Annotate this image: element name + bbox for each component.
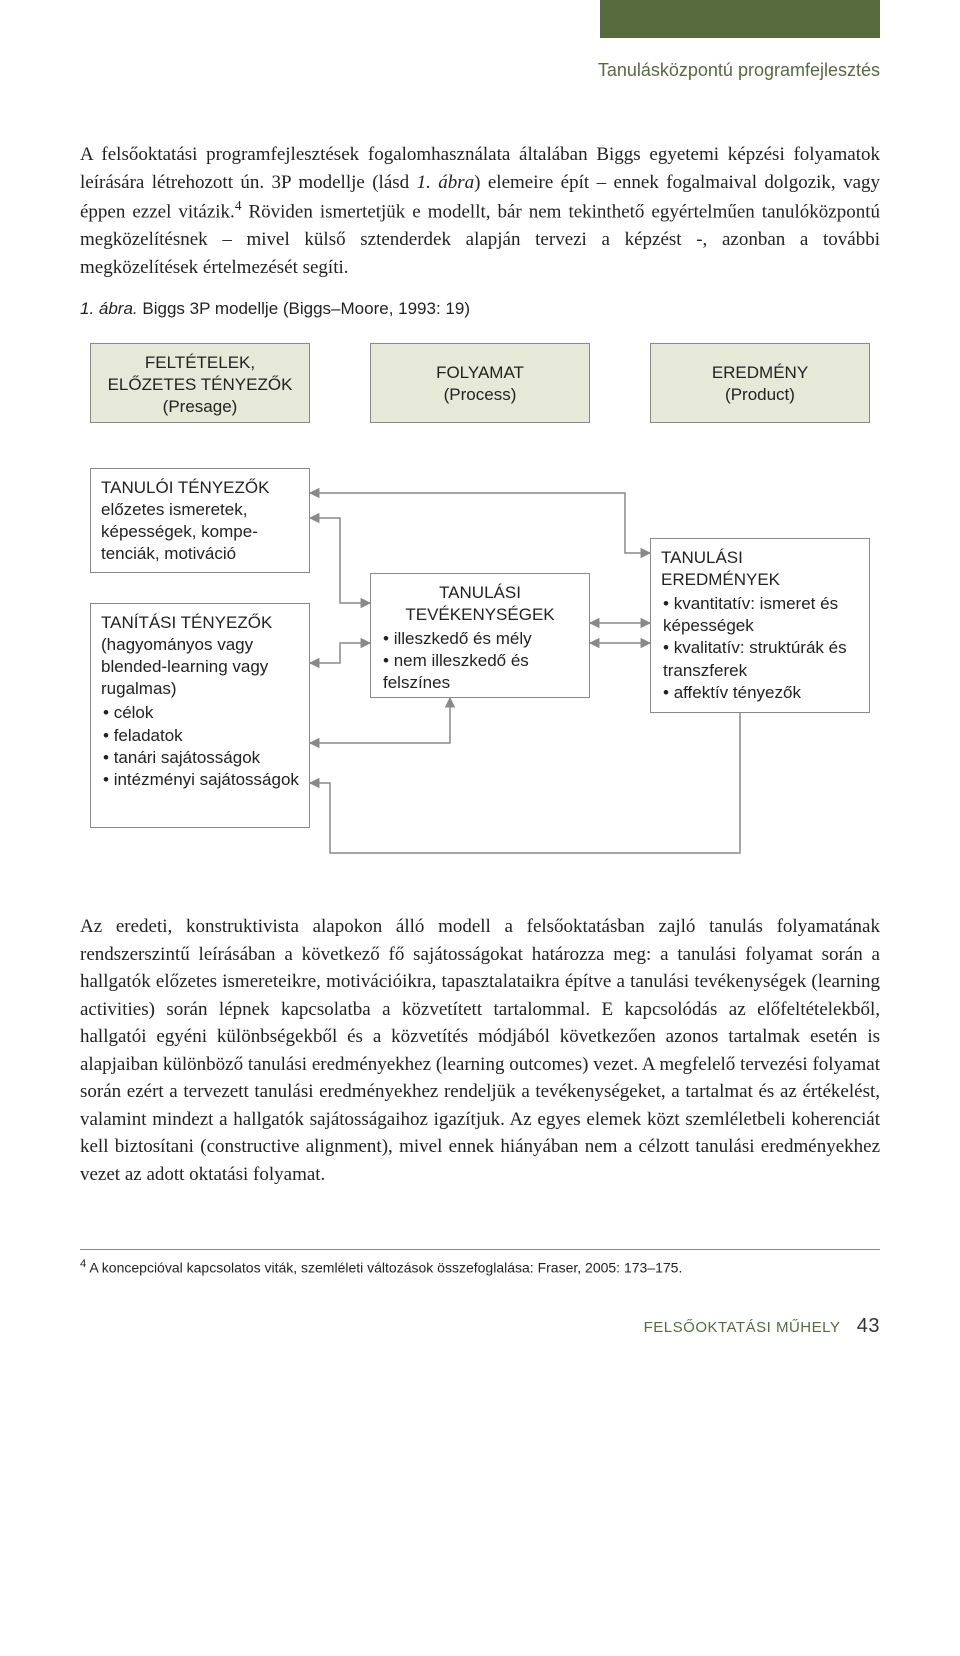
box-proc-bul1: illeszkedő és mély [381,628,579,650]
box-teach-b2: blended-learning vagy [101,657,268,676]
box-student-title: TANULÓI TÉNYEZŐK [101,478,269,497]
figure-number: 1. ábra. [80,299,138,318]
box-teach-bul4: intézményi sajátosságok [101,769,299,791]
header-product-l2: (Product) [725,385,795,404]
box-teach-b3: rugalmas) [101,679,177,698]
box-student-b3: tenciák, motiváció [101,544,236,563]
figure-caption: 1. ábra. Biggs 3P modellje (Biggs–Moore,… [80,299,880,319]
diagram-box-teaching-factors: TANÍTÁSI TÉNYEZŐK (hagyományos vagy blen… [90,603,310,828]
box-proc-bul2: nem illeszkedő és felszínes [381,650,579,694]
page-footer: FELSŐOKTATÁSI MŰHELY 43 [80,1315,880,1338]
footer-pagenum: 43 [857,1315,880,1337]
footnote-text: A koncepcióval kapcsolatos viták, szemlé… [86,1259,682,1275]
header-presage-l2: ELŐZETES TÉNYEZŐK [108,375,293,394]
box-prod-t1: TANULÁSI [661,548,743,567]
header-accent-bar [600,0,880,38]
diagram-box-learning-outcomes: TANULÁSI EREDMÉNYEK kvantitatív: ismeret… [650,538,870,713]
header-product-l1: EREDMÉNY [712,363,808,382]
header-process-l1: FOLYAMAT [436,363,524,382]
box-proc-t2: TEVÉKENYSÉGEK [405,605,554,624]
footnote-rule [80,1249,880,1250]
diagram-header-process: FOLYAMAT (Process) [370,343,590,423]
discussion-paragraph: Az eredeti, konstruktivista alapokon áll… [80,913,880,1188]
box-prod-bul1: kvantitatív: ismeret és képességek [661,593,859,637]
box-teach-bul3: tanári sajátosságok [101,747,299,769]
box-student-b2: képességek, kompe- [101,522,258,541]
diagram-header-product: EREDMÉNY (Product) [650,343,870,423]
box-teach-title: TANÍTÁSI TÉNYEZŐK [101,613,272,632]
box-teach-b1: (hagyományos vagy [101,635,253,654]
para1-figref: 1. ábra [417,172,475,193]
header-process-l2: (Process) [444,385,517,404]
box-prod-bul3: affektív tényezők [661,682,859,704]
footnote: 4 A koncepcióval kapcsolatos viták, szem… [80,1258,880,1276]
box-prod-bul2: kvalitatív: struktúrák és transzferek [661,637,859,681]
figure-title: Biggs 3P modellje (Biggs–Moore, 1993: 19… [138,299,470,318]
box-student-b1: előzetes ismeretek, [101,500,247,519]
intro-paragraph: A felsőoktatási programfejlesztések foga… [80,141,880,281]
box-prod-t2: EREDMÉNYEK [661,570,780,589]
header-presage-l3: (Presage) [163,397,238,416]
diagram-box-student-factors: TANULÓI TÉNYEZŐK előzetes ismeretek, kép… [90,468,310,573]
running-head: Tanulásközpontú programfejlesztés [80,60,880,81]
box-teach-bul1: célok [101,702,299,724]
diagram-box-learning-activities: TANULÁSI TEVÉKENYSÉGEK illeszkedő és mél… [370,573,590,698]
footer-label: FELSŐOKTATÁSI MŰHELY [644,1319,840,1336]
diagram-header-presage: FELTÉTELEK, ELŐZETES TÉNYEZŐK (Presage) [90,343,310,423]
header-presage-l1: FELTÉTELEK, [145,353,255,372]
box-teach-bul2: feladatok [101,725,299,747]
box-proc-t1: TANULÁSI [439,583,521,602]
biggs-3p-diagram: FELTÉTELEK, ELŐZETES TÉNYEZŐK (Presage) … [80,343,880,873]
